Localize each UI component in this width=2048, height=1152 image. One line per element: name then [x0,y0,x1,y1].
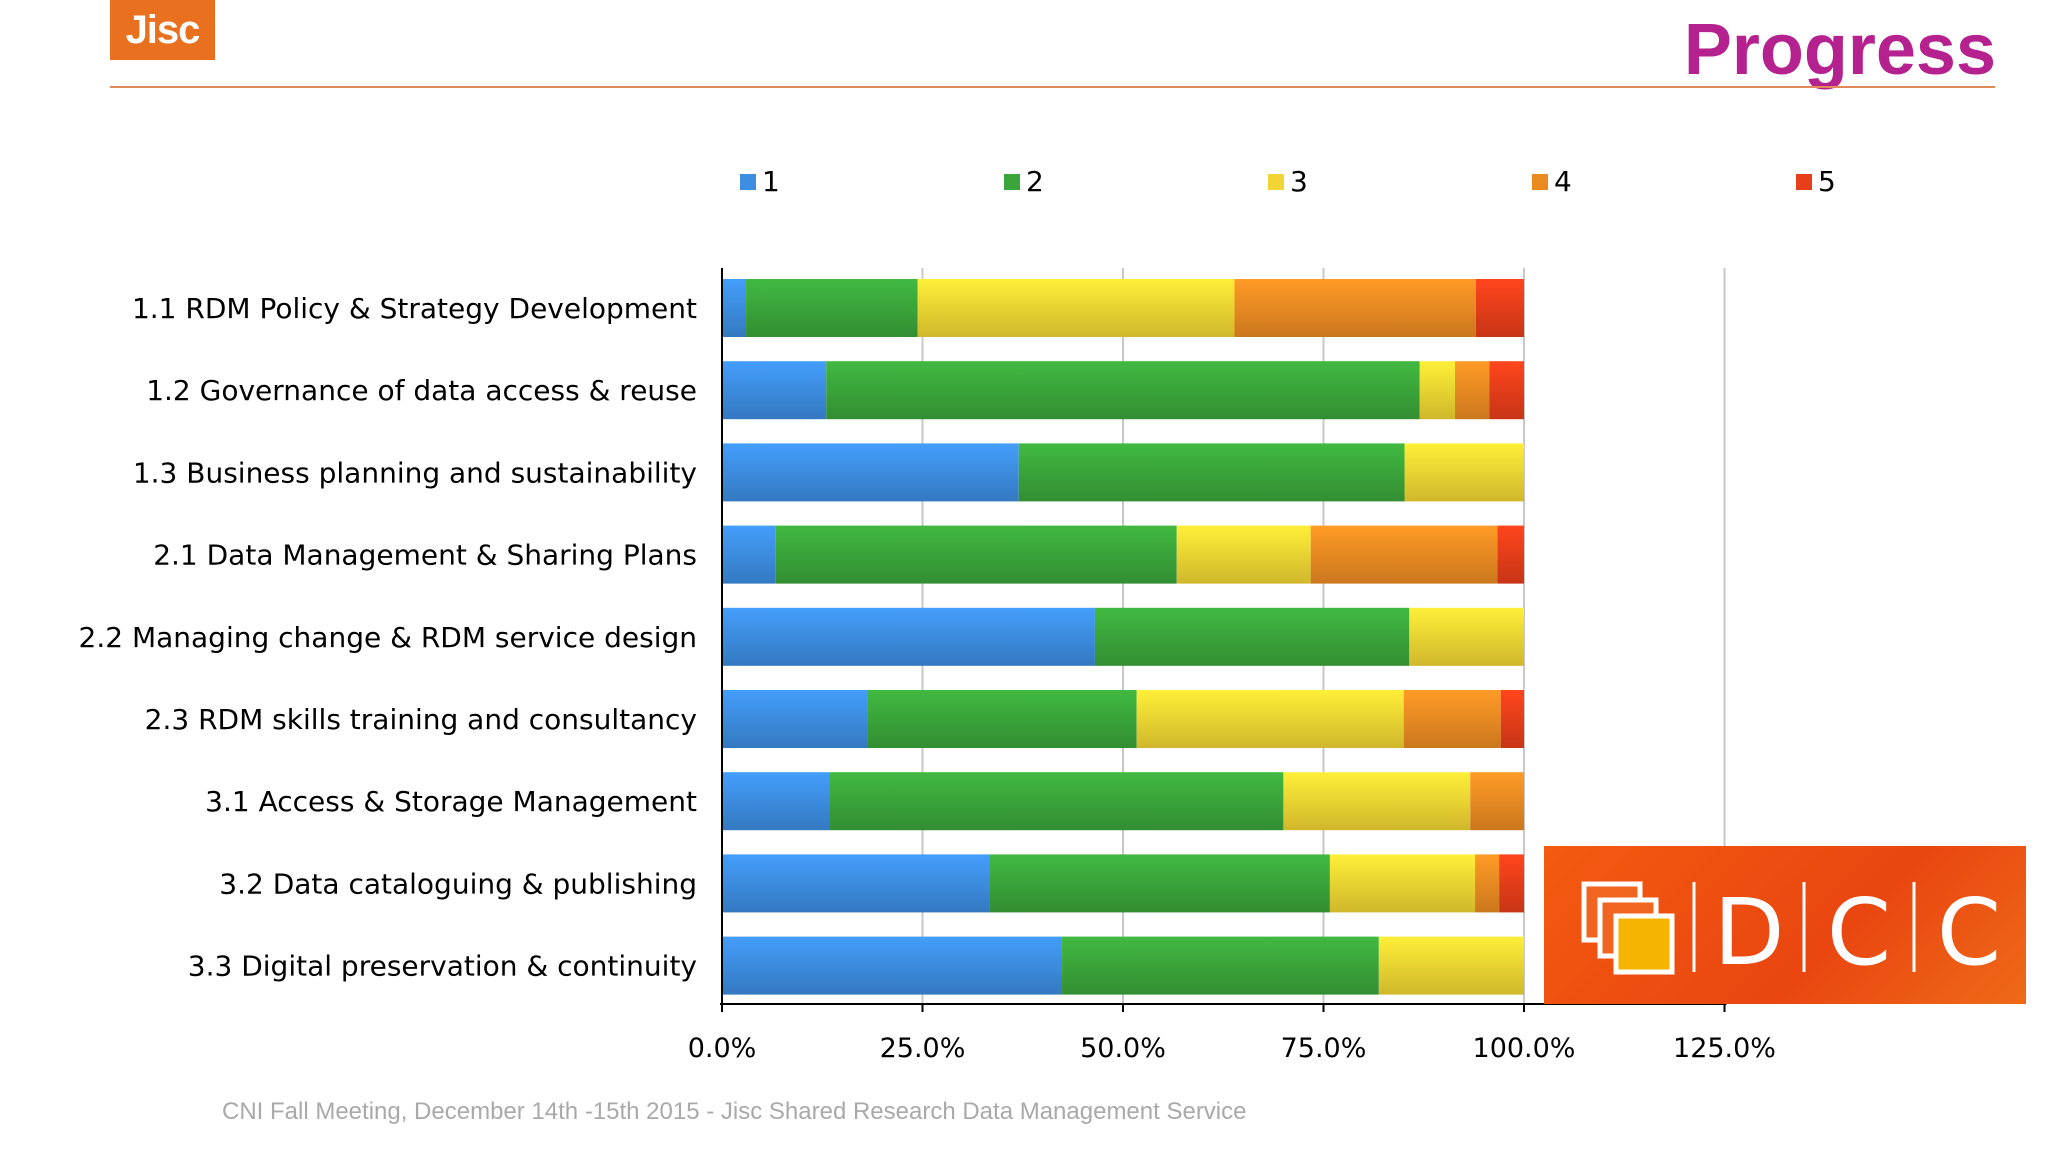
title-rule [110,86,1995,88]
category-label: 2.3 RDM skills training and consultancy [145,703,697,736]
legend-label: 2 [1026,165,1044,198]
x-tick-label: 100.0% [1473,1033,1576,1064]
bar-segment [1455,361,1490,420]
bar-segment [1234,279,1476,337]
bar-segment [1404,443,1524,502]
legend-swatch [1268,174,1284,190]
category-label: 2.2 Managing change & RDM service design [79,621,697,654]
category-label: 3.2 Data cataloguing & publishing [219,867,697,900]
bar-segment [722,279,747,337]
legend-label: 4 [1554,165,1572,198]
bar-segment [826,361,1420,420]
bar-segment [1176,525,1311,584]
bar-segment [1310,525,1498,584]
bar-segment [722,854,990,913]
bar-segment [746,279,918,337]
bar-segment [1283,772,1471,831]
bar-segment [722,690,868,748]
bar-segment [1062,936,1379,995]
legend-label: 3 [1290,165,1308,198]
bar-segment [1470,772,1524,831]
bar-segment [829,772,1284,831]
bar-segment [1403,690,1501,748]
bar-segment [1497,525,1524,584]
bar-segment [722,936,1063,995]
category-label: 3.1 Access & Storage Management [205,785,697,818]
bar-segment [722,443,1019,502]
category-label: 2.1 Data Management & Sharing Plans [153,539,697,572]
bar-segment [722,361,827,420]
bar-segment [1136,690,1404,748]
bar-segment [1018,443,1405,502]
bar-segment [1475,279,1524,337]
x-tick-label: 0.0% [688,1033,757,1064]
bar-segment [1329,854,1476,913]
dcc-letter-3: C [1937,879,2001,986]
bar-segment [1378,936,1524,995]
category-label: 3.3 Digital preservation & continuity [188,950,697,983]
legend-swatch [740,174,756,190]
x-tick-label: 125.0% [1673,1033,1776,1064]
dcc-letter-2: C [1827,879,1891,986]
jisc-logo: Jisc [110,0,215,60]
x-tick-label: 25.0% [880,1033,966,1064]
bar-segment [1500,690,1524,748]
bar-segment [1419,361,1456,420]
category-label: 1.2 Governance of data access & reuse [146,374,697,407]
bar-segment [1094,607,1410,666]
legend-swatch [1796,174,1812,190]
legend-swatch [1004,174,1020,190]
footer-text: CNI Fall Meeting, December 14th -15th 20… [222,1098,1247,1125]
bar-segment [775,525,1177,584]
bar-segment [1489,361,1524,420]
bar-segment [1475,854,1500,913]
category-label: 1.1 RDM Policy & Strategy Development [132,292,697,325]
bar-segment [1409,607,1524,666]
x-tick-label: 50.0% [1080,1033,1166,1064]
legend-swatch [1532,174,1548,190]
bar-segment [917,279,1235,337]
dcc-letter-1: D [1714,879,1785,986]
dcc-logo: D C C [1544,846,2026,1004]
dcc-squares-icon [1581,881,1675,975]
bar-segment [722,607,1095,666]
page-title: Progress [1683,10,1996,90]
bar-segment [722,525,776,584]
bar-segment [867,690,1137,748]
legend-label: 1 [762,165,780,198]
legend-label: 5 [1818,165,1836,198]
bar-segment [989,854,1330,913]
x-tick-label: 75.0% [1281,1033,1367,1064]
bar-segment [1499,854,1524,913]
bar-segment [722,772,830,831]
category-label: 1.3 Business planning and sustainability [133,456,697,489]
